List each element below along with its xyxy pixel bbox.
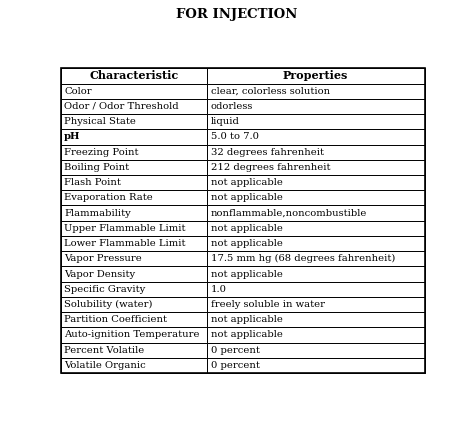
Text: Physical State: Physical State	[64, 117, 136, 126]
Bar	[61, 358, 207, 373]
Bar	[207, 129, 425, 144]
Bar	[207, 221, 425, 236]
Bar	[61, 312, 207, 328]
Text: Evaporation Rate: Evaporation Rate	[64, 193, 153, 203]
Bar	[61, 297, 207, 312]
Bar	[207, 343, 425, 358]
Text: Volatile Organic: Volatile Organic	[64, 361, 146, 370]
Text: Flammability: Flammability	[64, 208, 131, 218]
Text: Specific Gravity: Specific Gravity	[64, 285, 145, 294]
Text: Lower Flammable Limit: Lower Flammable Limit	[64, 239, 185, 248]
Bar	[61, 343, 207, 358]
Text: Partition Coefficient: Partition Coefficient	[64, 315, 167, 324]
Bar	[61, 236, 207, 251]
Text: 0 percent: 0 percent	[211, 346, 260, 355]
Bar	[61, 251, 207, 266]
Text: Boiling Point: Boiling Point	[64, 163, 129, 172]
Text: not applicable: not applicable	[211, 224, 283, 233]
Text: not applicable: not applicable	[211, 315, 283, 324]
Text: Auto-ignition Temperature: Auto-ignition Temperature	[64, 330, 200, 339]
Text: Vapor Density: Vapor Density	[64, 269, 135, 279]
Text: FOR INJECTION: FOR INJECTION	[176, 8, 298, 21]
Text: freely soluble in water: freely soluble in water	[211, 300, 325, 309]
Bar	[207, 251, 425, 266]
Text: Properties: Properties	[283, 70, 348, 82]
Text: clear, colorless solution: clear, colorless solution	[211, 87, 330, 96]
Text: 17.5 mm hg (68 degrees fahrenheit): 17.5 mm hg (68 degrees fahrenheit)	[211, 254, 395, 264]
Text: Percent Volatile: Percent Volatile	[64, 346, 144, 355]
Text: Solubility (water): Solubility (water)	[64, 300, 153, 309]
Text: 0 percent: 0 percent	[211, 361, 260, 370]
Bar	[207, 205, 425, 221]
Text: Odor / Odor Threshold: Odor / Odor Threshold	[64, 102, 179, 111]
Text: 1.0: 1.0	[211, 285, 227, 294]
Text: not applicable: not applicable	[211, 193, 283, 203]
Bar	[61, 68, 207, 84]
Text: 32 degrees fahrenheit: 32 degrees fahrenheit	[211, 148, 324, 157]
Bar	[207, 328, 425, 343]
Bar	[61, 84, 207, 99]
Bar	[61, 190, 207, 205]
Text: 212 degrees fahrenheit: 212 degrees fahrenheit	[211, 163, 330, 172]
Bar	[207, 84, 425, 99]
Text: not applicable: not applicable	[211, 330, 283, 339]
Bar	[61, 205, 207, 221]
Bar	[207, 144, 425, 160]
Bar	[61, 144, 207, 160]
Bar	[207, 282, 425, 297]
Bar	[207, 160, 425, 175]
Text: not applicable: not applicable	[211, 239, 283, 248]
Text: not applicable: not applicable	[211, 178, 283, 187]
Bar	[207, 68, 425, 84]
Bar	[207, 99, 425, 114]
Bar	[207, 114, 425, 129]
Text: Color: Color	[64, 87, 91, 96]
Bar	[207, 358, 425, 373]
Bar	[61, 328, 207, 343]
Text: odorless: odorless	[211, 102, 253, 111]
Bar	[61, 221, 207, 236]
Bar	[61, 282, 207, 297]
Text: Vapor Pressure: Vapor Pressure	[64, 254, 142, 263]
Text: pH: pH	[64, 133, 81, 141]
Bar	[61, 114, 207, 129]
Text: Characteristic: Characteristic	[89, 70, 178, 82]
Text: 5.0 to 7.0: 5.0 to 7.0	[211, 133, 259, 141]
Text: Freezing Point: Freezing Point	[64, 148, 138, 157]
Text: Flash Point: Flash Point	[64, 178, 121, 187]
Bar	[61, 129, 207, 144]
Bar	[207, 312, 425, 328]
Bar	[61, 175, 207, 190]
Bar	[207, 190, 425, 205]
Bar	[207, 297, 425, 312]
Bar	[207, 236, 425, 251]
Text: Upper Flammable Limit: Upper Flammable Limit	[64, 224, 185, 233]
Text: liquid: liquid	[211, 117, 240, 126]
Text: not applicable: not applicable	[211, 269, 283, 279]
Bar	[61, 99, 207, 114]
Bar	[207, 266, 425, 282]
Bar	[61, 160, 207, 175]
Bar	[61, 266, 207, 282]
Bar	[207, 175, 425, 190]
Text: nonflammable,noncombustible: nonflammable,noncombustible	[211, 208, 367, 218]
